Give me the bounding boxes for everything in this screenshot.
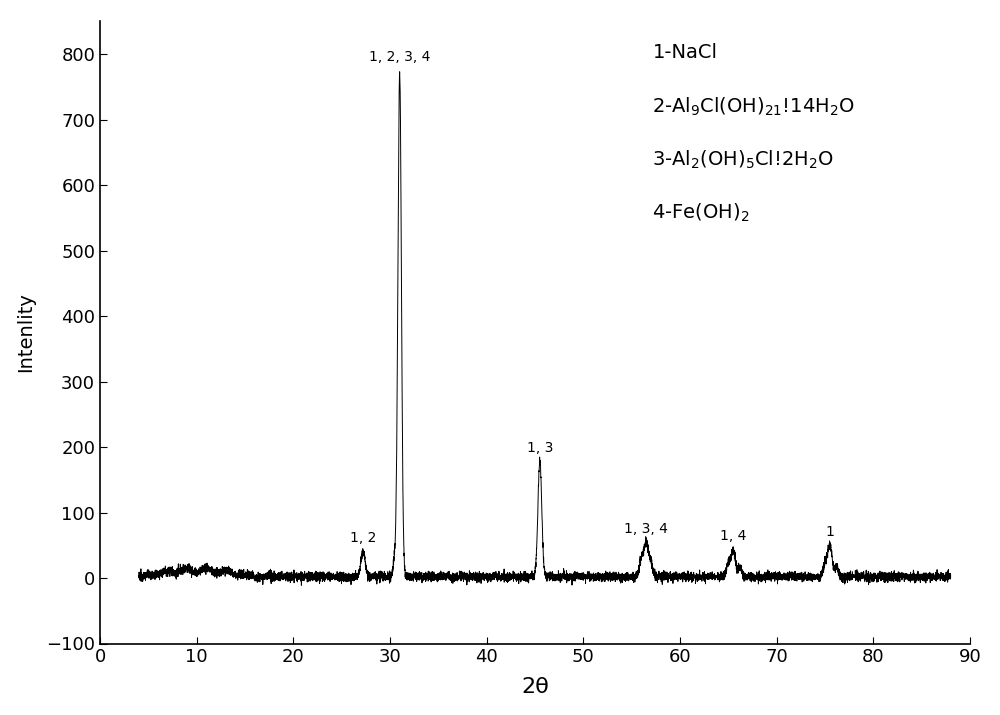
Text: 1: 1 (825, 525, 834, 538)
Text: 1, 2, 3, 4: 1, 2, 3, 4 (369, 50, 430, 64)
Y-axis label: Intenlity: Intenlity (16, 292, 35, 373)
Text: 1, 4: 1, 4 (720, 528, 746, 543)
X-axis label: 2θ: 2θ (521, 678, 549, 697)
Text: 3-Al$_2$(OH)$_5$Cl!2H$_2$O: 3-Al$_2$(OH)$_5$Cl!2H$_2$O (652, 149, 834, 172)
Text: 2-Al$_9$Cl(OH)$_{21}$!14H$_2$O: 2-Al$_9$Cl(OH)$_{21}$!14H$_2$O (652, 96, 855, 119)
Text: 1, 3, 4: 1, 3, 4 (624, 522, 668, 536)
Text: 4-Fe(OH)$_2$: 4-Fe(OH)$_2$ (652, 202, 750, 224)
Text: 1, 2: 1, 2 (350, 531, 376, 546)
Text: 1-NaCl: 1-NaCl (652, 43, 717, 62)
Text: 1, 3: 1, 3 (527, 441, 553, 455)
